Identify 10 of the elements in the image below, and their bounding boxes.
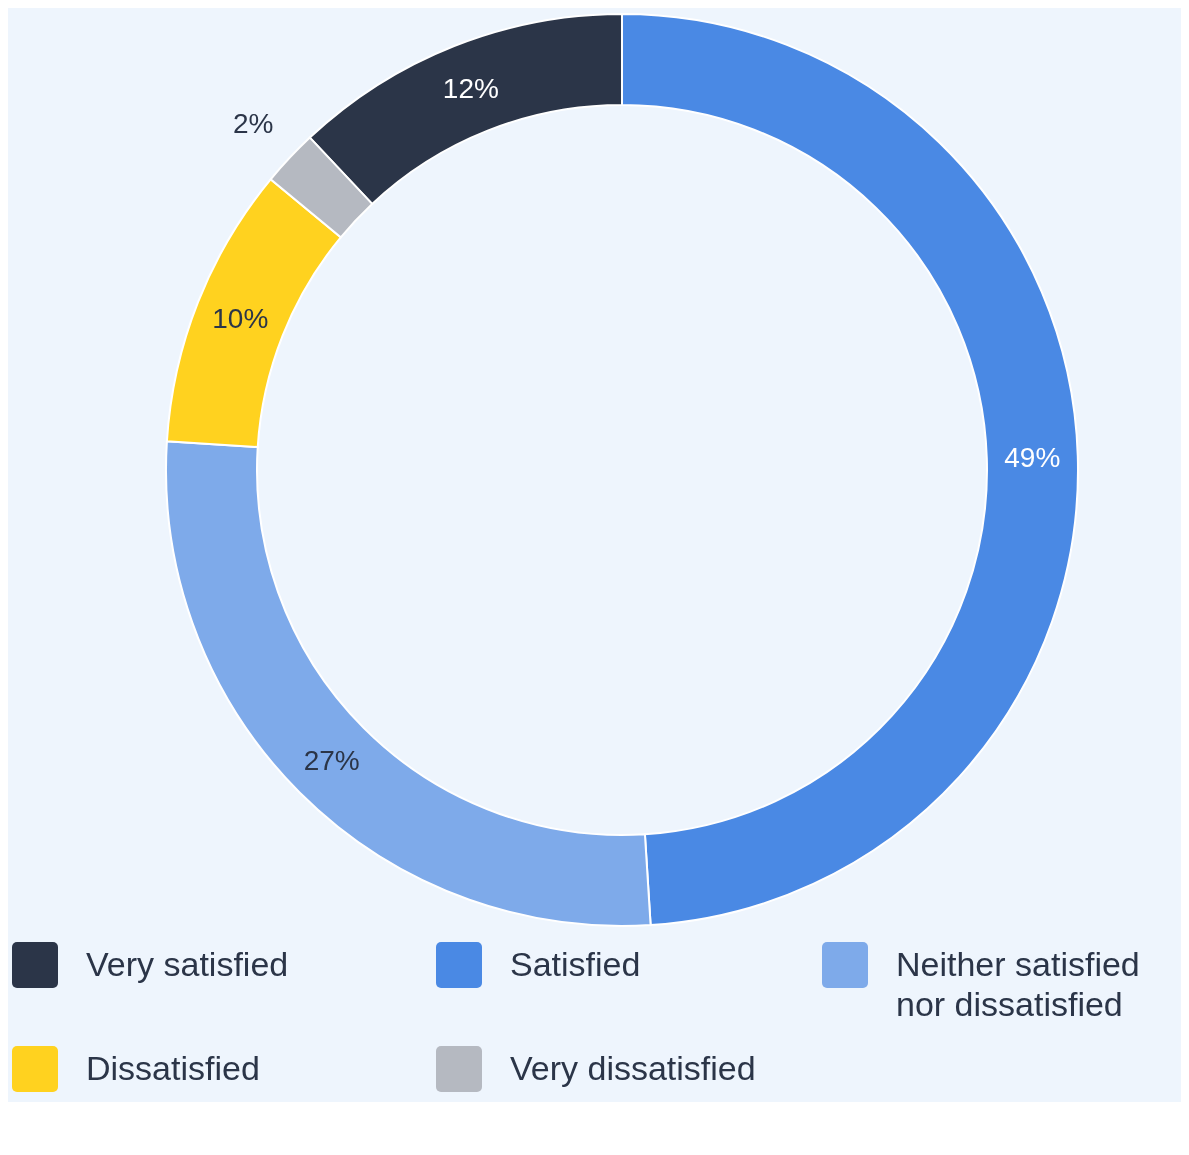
legend-label: Very dissatisfied — [510, 1048, 756, 1088]
legend-label: Neither satisfied nor dissatisfied — [896, 944, 1141, 1024]
data-label: 12% — [442, 72, 499, 104]
legend-label: Very satisfied — [86, 944, 289, 984]
data-label: 49% — [1004, 441, 1061, 473]
data-label: 2% — [232, 108, 274, 140]
data-label: 10% — [212, 303, 269, 335]
legend-label: Satisfied — [510, 944, 641, 984]
legend-label: Dissatisfied — [86, 1048, 260, 1088]
data-label: 27% — [303, 744, 360, 776]
